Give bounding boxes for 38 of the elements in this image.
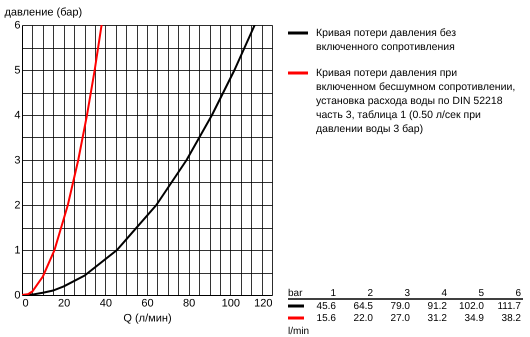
- text: 45.6: [316, 301, 336, 312]
- legend-label: Кривая потери давления без включенного сопротивления: [316, 27, 456, 53]
- text: 4: [441, 288, 448, 299]
- y-tick-label: 6: [14, 20, 20, 32]
- text: bar: [288, 288, 304, 299]
- text: 102.0: [458, 301, 484, 312]
- x-tick-label: 100: [222, 298, 240, 310]
- text: 15.6: [316, 313, 336, 324]
- y-tick-label: 1: [14, 244, 20, 256]
- text: 6: [515, 288, 522, 299]
- text: l/min: [288, 326, 310, 337]
- text: 34.9: [464, 313, 484, 324]
- text: 22.0: [354, 313, 374, 324]
- x-tick-label: 80: [183, 298, 196, 310]
- text: 3: [404, 288, 410, 299]
- x-tick-label: 60: [141, 298, 154, 310]
- y-tick-label: 2: [14, 200, 20, 212]
- x-tick-label: 40: [100, 298, 112, 310]
- legend-label: Кривая потери давления при включенном бесшумном сопротивлении, установка расхода воды по DIN 52218 часть 3, таблица 1 (0.50 л/сек при давлении воды 3 бар): [316, 67, 516, 135]
- text: 1: [330, 288, 336, 299]
- x-axis-title: Q (л/мин): [123, 312, 172, 324]
- y-tick-label: 5: [14, 64, 20, 76]
- text: 38.2: [502, 313, 522, 324]
- y-axis-title: давление (бар): [4, 6, 82, 18]
- y-tick-label: 0: [14, 290, 20, 302]
- text: 31.2: [428, 313, 448, 324]
- text: 2: [367, 288, 374, 299]
- text: 111.7: [497, 301, 522, 312]
- x-tick-label: 0: [22, 298, 29, 310]
- text: 91.2: [428, 301, 448, 312]
- text: 5: [478, 288, 484, 299]
- y-tick-label: 4: [14, 110, 20, 122]
- y-tick-label: 3: [14, 154, 20, 166]
- text: 79.0: [390, 301, 410, 312]
- x-tick-label: 120: [254, 298, 272, 310]
- text: 64.5: [354, 301, 374, 312]
- text: 27.0: [390, 313, 410, 324]
- x-tick-label: 20: [58, 298, 70, 310]
